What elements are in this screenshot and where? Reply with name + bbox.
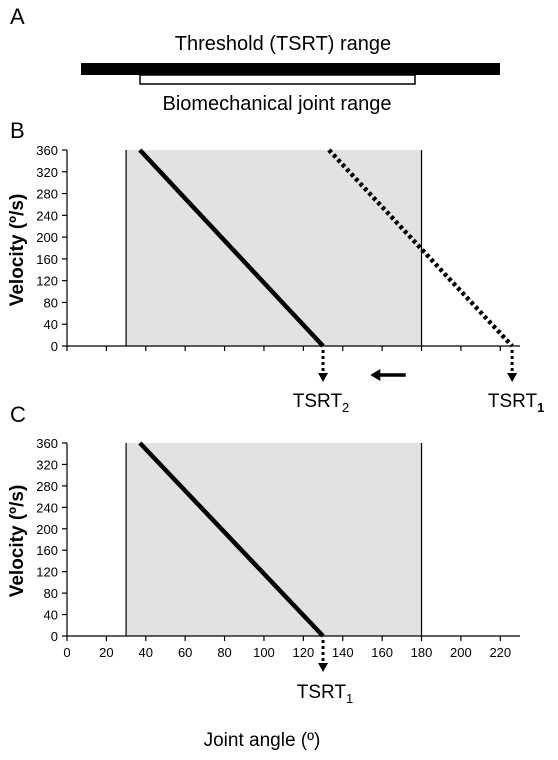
shift-left-arrowhead	[370, 369, 381, 381]
y-tick-label: 0	[51, 629, 58, 644]
tsrt1-label-b-base: TSRT	[488, 391, 538, 412]
x-tick-label: 80	[217, 645, 231, 660]
tsrt1-arrowhead-c	[318, 663, 329, 672]
x-tick-label: 0	[63, 645, 70, 660]
x-tick-label: 220	[489, 645, 511, 660]
x-tick-label: 100	[253, 645, 275, 660]
x-tick-label: 120	[292, 645, 314, 660]
panel-c-letter: C	[10, 402, 26, 427]
x-tick-label: 140	[332, 645, 354, 660]
x-tick-label: 160	[371, 645, 393, 660]
panel-a-letter: A	[10, 4, 25, 29]
panel-b-letter: B	[10, 118, 25, 143]
y-tick-label: 80	[44, 295, 58, 310]
threshold-range-label: Threshold (TSRT) range	[175, 33, 391, 55]
panel-b-y-axis-label: Velocity (º/s)	[7, 194, 28, 307]
x-axis-label: Joint angle (º)	[204, 730, 321, 751]
tsrt2-label-subscript: 2	[342, 400, 349, 415]
y-tick-label: 120	[36, 565, 58, 580]
tsrt2-label: TSRT2	[293, 391, 350, 415]
y-tick-label: 360	[36, 436, 58, 451]
tsrt1-label-c-subscript: 1	[346, 691, 353, 706]
y-tick-label: 40	[44, 317, 58, 332]
y-tick-label: 320	[36, 457, 58, 472]
joint-range-bar	[139, 74, 416, 85]
x-tick-label: 60	[178, 645, 192, 660]
panel-c-y-axis-label: Velocity (º/s)	[7, 485, 28, 598]
threshold-range-bar	[81, 63, 500, 75]
tsrt2-arrowhead	[318, 373, 329, 382]
y-tick-label: 200	[36, 230, 58, 245]
y-tick-label: 360	[36, 143, 58, 158]
y-tick-label: 200	[36, 522, 58, 537]
panel-c-chart: 0 40 80 120 160 200 240 280 320 360 0 20 40 60 80 100 1…	[36, 436, 520, 660]
y-tick-label: 320	[36, 165, 58, 180]
joint-range-shading	[126, 443, 422, 636]
tsrt1-label-c-base: TSRT	[297, 682, 347, 703]
tsrt1-velocity-line	[138, 441, 325, 638]
tsrt1-label-b: TSRT1	[488, 391, 545, 415]
x-tick-label: 180	[411, 645, 433, 660]
joint-range-shading	[126, 150, 422, 346]
x-tick-label: 200	[450, 645, 472, 660]
y-tick-label: 160	[36, 543, 58, 558]
y-tick-label: 240	[36, 208, 58, 223]
tsrt1-label-b-subscript: 1	[537, 400, 544, 415]
y-tick-label: 80	[44, 586, 58, 601]
y-tick-label: 280	[36, 187, 58, 202]
y-tick-label: 40	[44, 608, 58, 623]
y-tick-label: 160	[36, 252, 58, 267]
y-tick-label: 280	[36, 479, 58, 494]
y-tick-label: 0	[51, 339, 58, 354]
joint-range-label: Biomechanical joint range	[162, 93, 391, 115]
tsrt2-velocity-line	[138, 148, 325, 348]
x-tick-label: 40	[139, 645, 153, 660]
tsrt1-arrowhead	[507, 373, 518, 382]
x-tick-label: 20	[99, 645, 113, 660]
tsrt1-velocity-line	[327, 148, 514, 348]
y-tick-label: 240	[36, 500, 58, 515]
tsrt1-label-c: TSRT1	[297, 682, 354, 706]
y-tick-label: 120	[36, 274, 58, 289]
tsrt2-label-base: TSRT	[293, 391, 343, 412]
panel-b-chart: 0 40 80 120 160 200 240 280 320 360	[36, 143, 520, 354]
